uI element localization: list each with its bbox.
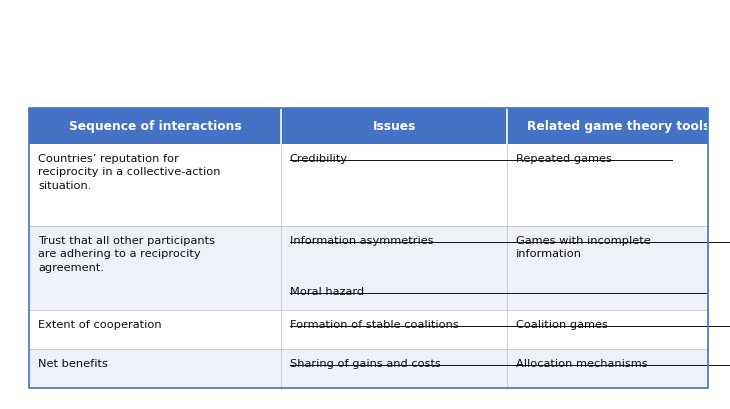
Text: Allocation mechanisms: Allocation mechanisms	[516, 358, 648, 368]
Bar	[29, 108, 708, 144]
Text: Countries’ reputation for
reciprocity in a collective-action
situation.: Countries’ reputation for reciprocity in…	[38, 153, 220, 191]
Bar	[29, 144, 708, 226]
Text: Related game theory tools: Related game theory tools	[527, 120, 710, 133]
Bar	[29, 108, 708, 388]
Text: Formation of stable coalitions: Formation of stable coalitions	[290, 319, 458, 329]
Text: Moral hazard: Moral hazard	[290, 286, 364, 296]
Text: Coalition games: Coalition games	[516, 319, 608, 329]
Bar	[29, 310, 708, 349]
Text: Extent of cooperation: Extent of cooperation	[38, 319, 161, 329]
Text: Trust that all other participants
are adhering to a reciprocity
agreement.: Trust that all other participants are ad…	[38, 235, 215, 272]
Text: Sharing of gains and costs: Sharing of gains and costs	[290, 358, 441, 368]
Bar	[29, 226, 708, 310]
Text: Information asymmetries: Information asymmetries	[290, 235, 434, 245]
Bar	[29, 349, 708, 388]
Text: Credibility: Credibility	[290, 153, 348, 163]
Text: Issues: Issues	[372, 120, 416, 133]
Text: Repeated games: Repeated games	[516, 153, 612, 163]
Text: Games with incomplete
information: Games with incomplete information	[516, 235, 651, 259]
Text: Net benefits: Net benefits	[38, 358, 108, 368]
Text: Sequence of interactions: Sequence of interactions	[69, 120, 242, 133]
